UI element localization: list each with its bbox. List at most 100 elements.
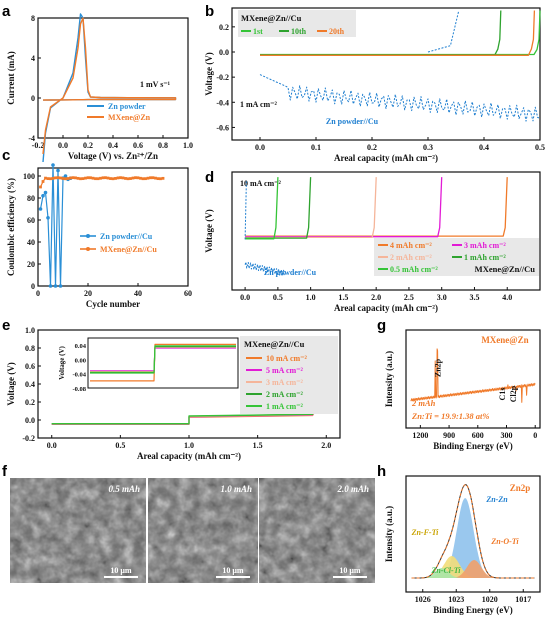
panel-a-legend-label: Zn powder xyxy=(108,102,146,111)
panel-d-legend-label: 0.5 mAh cm⁻² xyxy=(390,265,438,274)
panel-e-ylabel: Voltage (V) xyxy=(6,362,16,405)
panel-c-point xyxy=(146,176,150,180)
panel-c-point xyxy=(43,190,48,195)
panel-c-legend-marker xyxy=(86,234,90,238)
panel-c-ytick-label: 60 xyxy=(27,216,35,225)
panel-d-dotted-label: Zn powder//Cu xyxy=(264,268,317,277)
panel-c-point xyxy=(124,177,127,180)
panel-a-xtick-label: 1.0 xyxy=(183,141,193,150)
panel-c-point xyxy=(154,176,157,180)
panel-c-point xyxy=(61,177,65,180)
panel-c-point xyxy=(116,176,120,180)
panel-c-point xyxy=(51,163,55,167)
panel-a-ytick-label: 4 xyxy=(31,54,35,63)
panel-d-legend-label: 3 mAh cm⁻² xyxy=(464,241,506,250)
sem-scale-label-2: 10 μm xyxy=(339,566,361,575)
panel-c-point xyxy=(99,176,102,180)
panel-g-peak-label: Zn2p xyxy=(433,358,442,377)
panel-d-annotation: 10 mA cm⁻² xyxy=(240,179,281,188)
sem-scale-label-0: 10 μm xyxy=(110,566,132,575)
panel-h-envelope-dash xyxy=(411,484,535,579)
panel-c-point xyxy=(104,176,107,180)
panel-h-title: Zn2p xyxy=(510,483,531,493)
panel-label-g: g xyxy=(377,317,386,334)
panel-e-inset-ytick: 0.04 xyxy=(75,343,87,350)
panel-e-inset-ytick: -0.08 xyxy=(72,386,86,393)
panel-h-label-zn-cl-ti: Zn-Cl-Ti xyxy=(430,566,461,575)
panel-c-point xyxy=(54,176,57,180)
panel-d-series-1 xyxy=(245,177,443,238)
panel-e-ytick-label: 1.0 xyxy=(25,326,35,335)
panel-d-legend-label: 2 mAh cm⁻² xyxy=(390,253,432,262)
panel-b-ylabel: Voltage (V) xyxy=(204,52,214,95)
panel-c-point xyxy=(41,194,45,198)
panel-c-point xyxy=(159,177,162,181)
panel-a-xtick-label: 0.2 xyxy=(83,141,93,150)
panel-b-legend-box xyxy=(238,10,356,37)
panel-a-annotation: 1 mV s⁻¹ xyxy=(140,80,171,89)
panel-g-xtick-label: 1200 xyxy=(412,431,428,440)
sem-texture-1 xyxy=(148,478,258,583)
panel-c-point xyxy=(58,284,63,288)
panel-c-point xyxy=(149,176,152,180)
panel-label-b: b xyxy=(205,3,214,20)
panel-c-point xyxy=(53,284,58,288)
panel-d-xtick-label: 2.5 xyxy=(404,293,414,302)
panel-c-point xyxy=(76,176,80,180)
panel-h-peak-zn-cl-ti xyxy=(411,568,535,578)
panel-a-xtick-label: 0.6 xyxy=(133,141,143,150)
panel-a-xtick-label: 0.4 xyxy=(108,141,118,150)
panel-c-point xyxy=(144,177,147,181)
panel-e-legend-label: 10 mA cm⁻² xyxy=(266,354,307,363)
panel-e-ytick-label: 0.2 xyxy=(25,398,35,407)
panel-d-legend-label: 4 mAh cm⁻² xyxy=(390,241,432,250)
panel-b-ytick-label: -0.4 xyxy=(216,98,229,107)
panel-c-point xyxy=(79,177,82,181)
panel-c-point xyxy=(74,176,77,180)
panel-d-xtick-label: 2.0 xyxy=(371,293,381,302)
panel-b-annotation: 1 mA cm⁻² xyxy=(240,100,277,109)
panel-h-frame xyxy=(405,475,541,593)
panel-c-point xyxy=(44,176,47,180)
panel-c-point xyxy=(63,174,68,178)
panel-label-h: h xyxy=(377,463,386,480)
panel-c-point xyxy=(91,176,95,180)
panel-c-point xyxy=(86,176,90,180)
panel-e-inset-ylabel: Voltage (V) xyxy=(58,345,66,379)
panel-c-point xyxy=(69,176,72,180)
panel-c-legend-label: MXene@Zn//Cu xyxy=(100,245,157,254)
panel-c-xlabel: Cycle number xyxy=(86,299,140,309)
panel-label-a: a xyxy=(2,3,11,20)
panel-g-note-1: 2 mAh xyxy=(411,398,436,408)
panel-h-xlabel: Binding Energy (eV) xyxy=(433,605,513,615)
panel-e-inset-ytick: -0.04 xyxy=(72,372,86,379)
panel-c-point xyxy=(51,176,55,180)
sem-texture-2 xyxy=(259,478,375,583)
panel-b-xtick-label: 0.4 xyxy=(479,143,489,152)
panel-c-point xyxy=(131,176,135,180)
panel-d-ylabel: Voltage (V) xyxy=(204,209,214,252)
panel-g-xtick-label: 300 xyxy=(501,431,513,440)
panel-c-point xyxy=(119,176,122,180)
panel-c-ytick-label: 20 xyxy=(27,260,35,269)
panel-a-ylabel: Current (mA) xyxy=(6,51,16,105)
panel-h-label-zn-o-ti: Zn-O-Ti xyxy=(490,537,519,546)
panel-c-ylabel: Coulombic efficiency (%) xyxy=(6,178,16,276)
panel-h-label-zn-zn: Zn-Zn xyxy=(485,495,508,504)
panel-g-note-2: Zn:Ti = 19.9:1.38 at% xyxy=(411,411,489,421)
panel-g-ylabel: Intensity (a.u.) xyxy=(384,351,394,407)
panel-c-point xyxy=(89,176,92,180)
panel-g-xtick-label: 600 xyxy=(472,431,484,440)
panel-c-point xyxy=(126,177,130,181)
panel-c-point xyxy=(106,176,110,180)
panel-g-sample: MXene@Zn xyxy=(481,335,528,345)
panel-c-point xyxy=(84,176,87,180)
panel-d-xtick-label: 3.0 xyxy=(437,293,447,302)
panel-h-label-zn-f-ti: Zn-F-Ti xyxy=(411,528,440,537)
panel-e-xtick-label: 0.0 xyxy=(47,441,57,450)
panel-a-xtick-label: 0.8 xyxy=(158,141,168,150)
panel-e-xtick-label: 1.0 xyxy=(184,441,194,450)
panel-d-xtick-label: 1.5 xyxy=(338,293,348,302)
sem-label-1: 1.0 mAh xyxy=(220,484,252,494)
